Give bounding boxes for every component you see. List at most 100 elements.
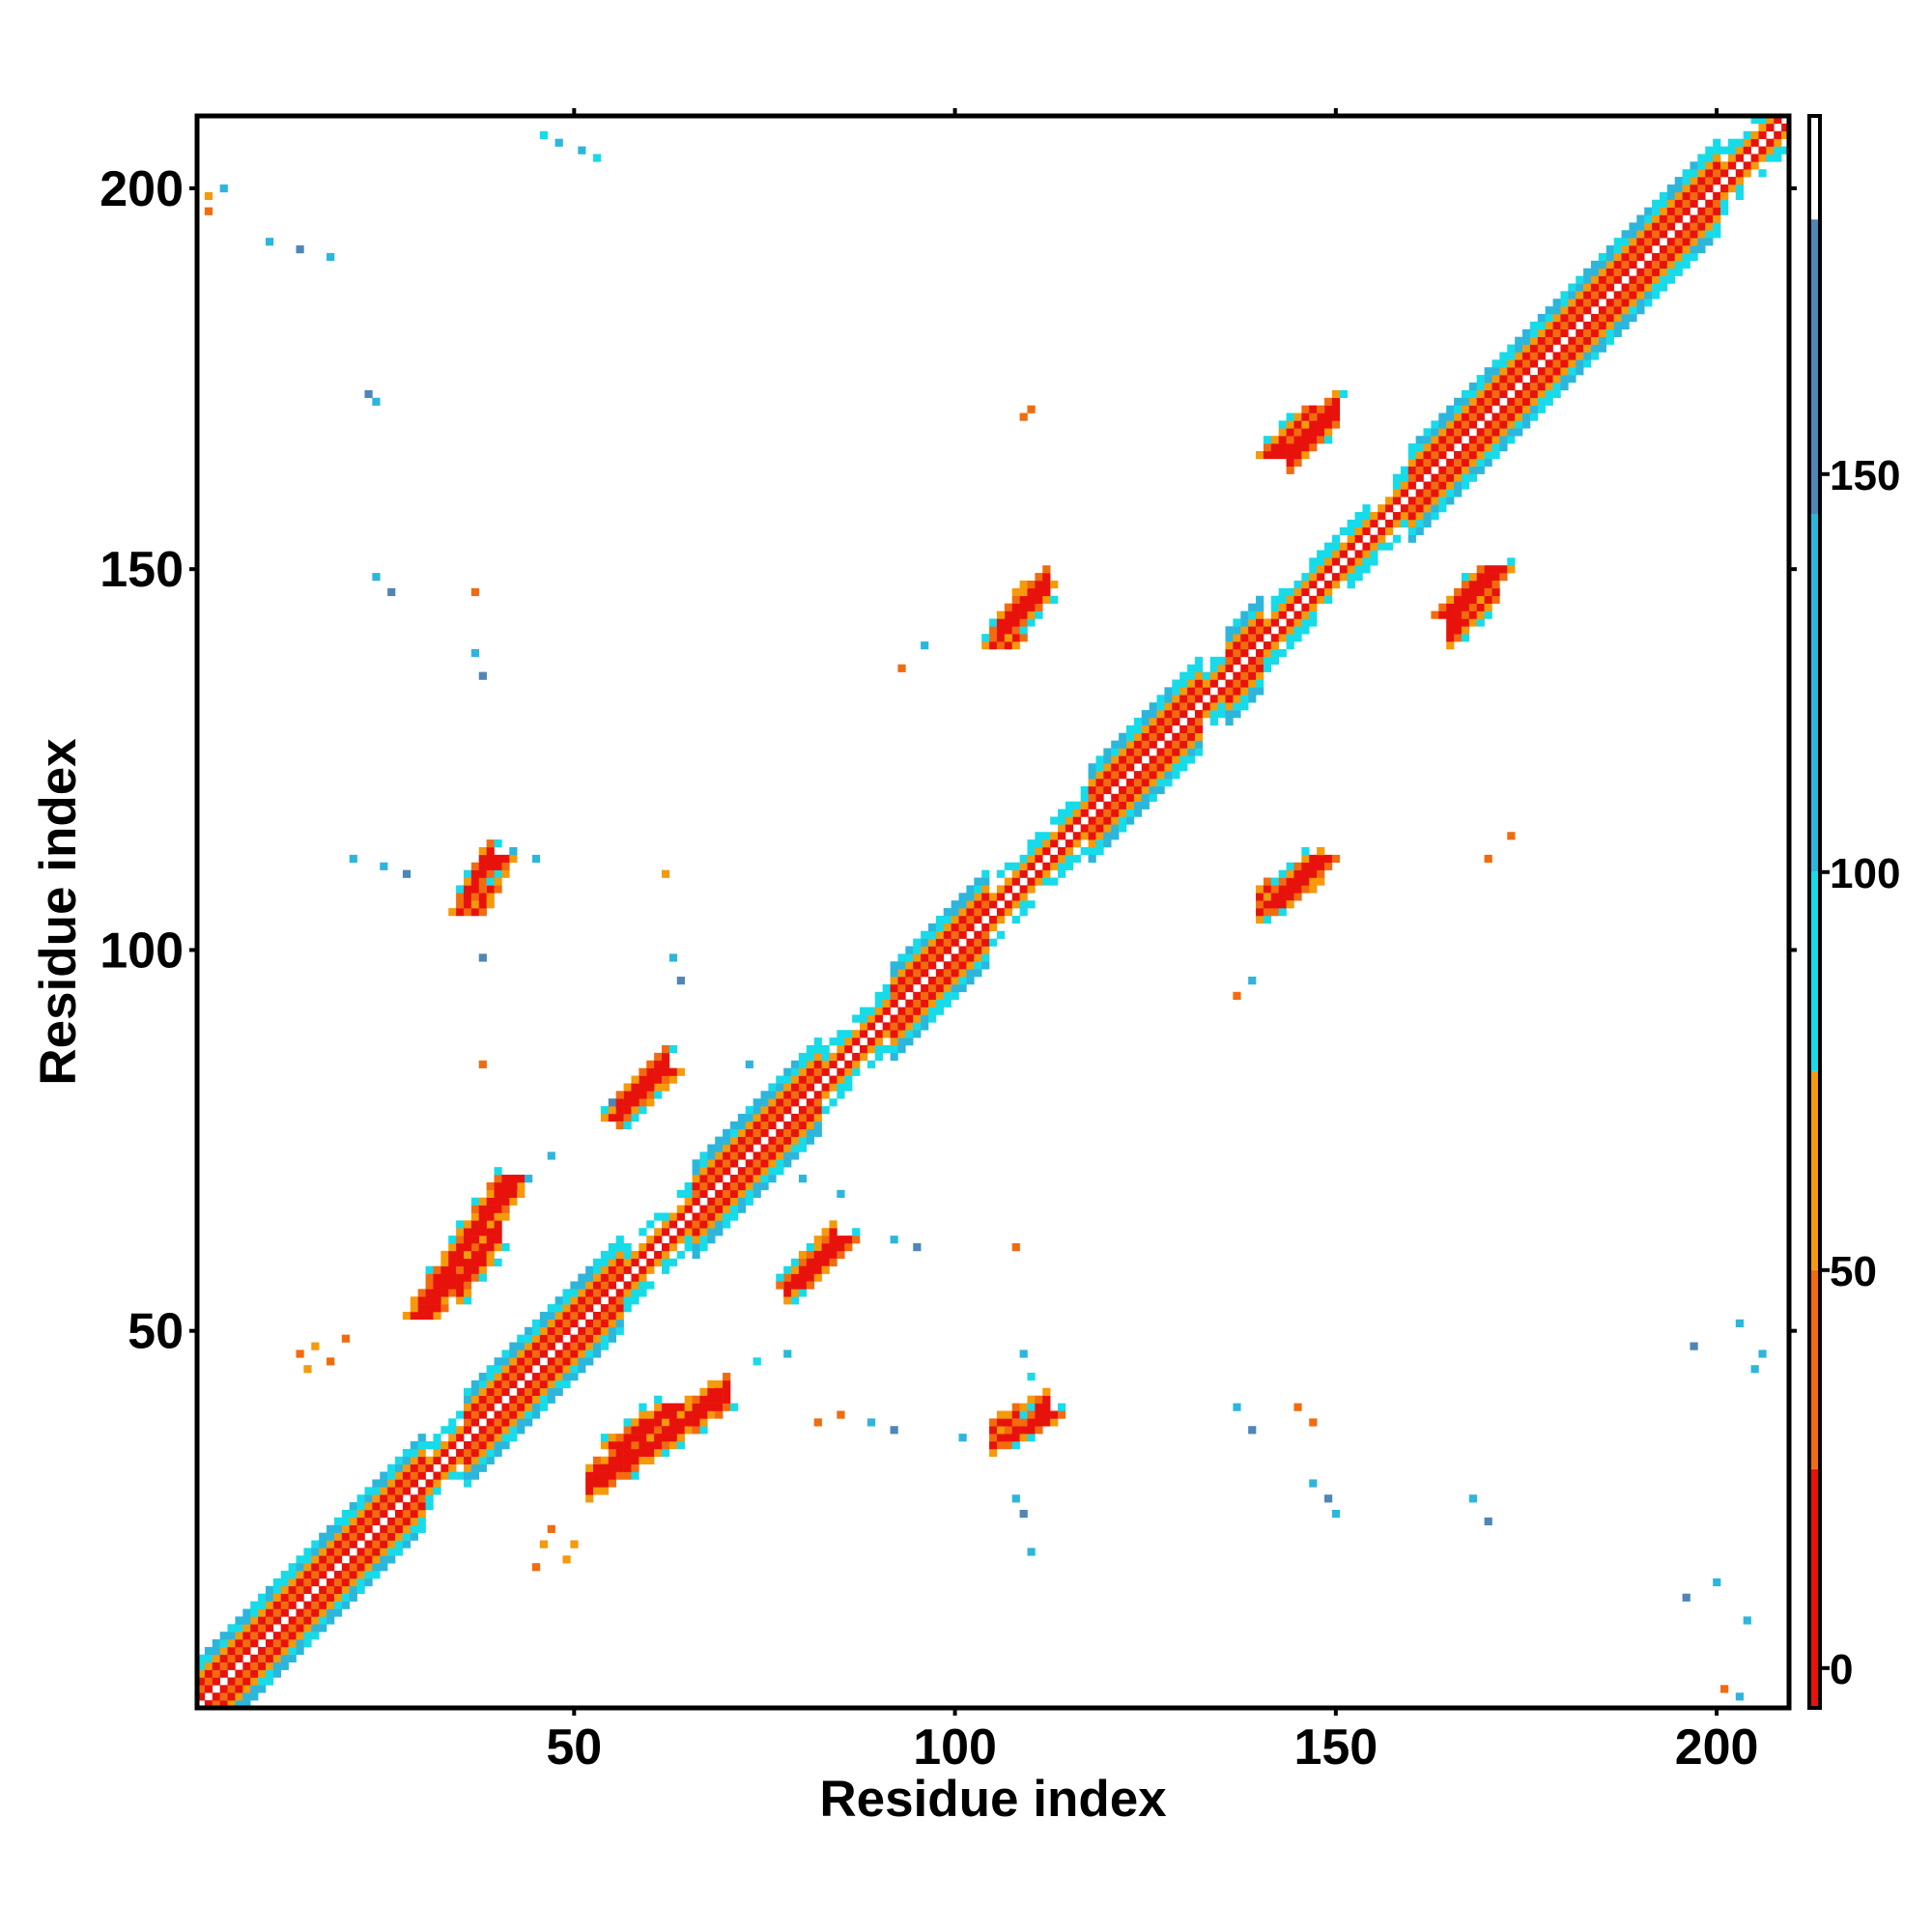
heatmap-cell bbox=[1454, 458, 1463, 468]
heatmap-cell bbox=[1659, 252, 1668, 262]
heatmap-cell bbox=[631, 1273, 639, 1282]
heatmap-cell bbox=[463, 1258, 472, 1266]
heatmap-cell bbox=[668, 953, 678, 962]
heatmap-cell bbox=[1713, 207, 1721, 215]
heatmap-cell bbox=[791, 1060, 800, 1068]
heatmap-cell bbox=[402, 1463, 412, 1472]
heatmap-cell bbox=[1240, 634, 1249, 642]
heatmap-cell bbox=[668, 1434, 678, 1442]
heatmap-cell bbox=[478, 1426, 487, 1435]
heatmap-cell bbox=[593, 1342, 602, 1350]
heatmap-cell bbox=[333, 1555, 343, 1564]
heatmap-cell bbox=[1293, 634, 1302, 642]
heatmap-cell bbox=[425, 1487, 434, 1495]
heatmap-cell bbox=[1454, 603, 1463, 611]
heatmap-cell bbox=[867, 1007, 876, 1015]
heatmap-cell bbox=[806, 1075, 814, 1084]
heatmap-cell bbox=[623, 1265, 632, 1274]
heatmap-cell bbox=[1690, 177, 1698, 185]
heatmap-cell bbox=[989, 900, 998, 909]
heatmap-cell bbox=[623, 1098, 632, 1107]
heatmap-cell bbox=[1415, 436, 1424, 444]
heatmap-cell bbox=[1004, 641, 1013, 650]
heatmap-cell bbox=[288, 1624, 297, 1633]
heatmap-cell bbox=[1270, 443, 1279, 452]
heatmap-cell bbox=[646, 1456, 655, 1464]
heatmap-cell bbox=[935, 953, 945, 962]
heatmap-cell bbox=[600, 1265, 610, 1274]
heatmap-cell bbox=[1484, 603, 1492, 611]
heatmap-cell bbox=[699, 1410, 708, 1419]
heatmap-cell bbox=[852, 1060, 861, 1068]
heatmap-cell bbox=[639, 1098, 647, 1107]
heatmap-cell bbox=[1324, 405, 1333, 413]
heatmap-cell bbox=[1492, 367, 1500, 376]
heatmap-cell bbox=[547, 1319, 555, 1328]
heatmap-cell bbox=[235, 1624, 243, 1633]
heatmap-cell bbox=[562, 1373, 571, 1381]
heatmap-cell bbox=[425, 1311, 434, 1321]
heatmap-cell bbox=[227, 1677, 236, 1686]
heatmap-cell bbox=[517, 1189, 526, 1198]
heatmap-cell bbox=[662, 1220, 670, 1229]
heatmap-cell bbox=[837, 1037, 845, 1046]
heatmap-cell bbox=[615, 1289, 624, 1297]
heatmap-cell bbox=[1309, 412, 1318, 421]
heatmap-cell bbox=[707, 1220, 716, 1229]
heatmap-cell bbox=[737, 1175, 747, 1183]
heatmap-cell bbox=[1735, 184, 1744, 193]
heatmap-cell bbox=[1133, 724, 1143, 733]
colorbar-band bbox=[1809, 116, 1820, 220]
heatmap-cell bbox=[1347, 573, 1355, 582]
heatmap-cell bbox=[1278, 869, 1287, 878]
heatmap-cell bbox=[1187, 724, 1196, 733]
heatmap-cell bbox=[486, 869, 495, 878]
heatmap-cell bbox=[1484, 382, 1492, 391]
heatmap-cell bbox=[844, 1044, 853, 1054]
heatmap-cell bbox=[1727, 177, 1737, 185]
heatmap-cell bbox=[509, 1395, 518, 1404]
heatmap-cell bbox=[996, 1410, 1006, 1419]
heatmap-cell bbox=[380, 1540, 388, 1548]
heatmap-cell bbox=[410, 1304, 418, 1313]
heatmap-cell bbox=[1103, 779, 1112, 787]
heatmap-cell bbox=[219, 1669, 228, 1678]
heatmap-cell bbox=[1720, 207, 1729, 215]
heatmap-cell bbox=[212, 1654, 220, 1662]
heatmap-cell bbox=[639, 1418, 647, 1427]
heatmap-cell bbox=[852, 1014, 861, 1023]
heatmap-cell bbox=[798, 1067, 808, 1076]
heatmap-cell bbox=[981, 938, 990, 947]
heatmap-cell bbox=[1476, 428, 1485, 437]
heatmap-cell bbox=[501, 1373, 510, 1381]
heatmap-cell bbox=[905, 983, 914, 993]
heatmap-cell bbox=[1240, 626, 1249, 635]
heatmap-cell bbox=[1476, 397, 1485, 406]
heatmap-cell bbox=[1278, 587, 1287, 597]
heatmap-cell bbox=[684, 1243, 693, 1252]
heatmap-cell bbox=[1240, 687, 1249, 696]
heatmap-cell bbox=[921, 961, 929, 970]
heatmap-cell bbox=[288, 1577, 297, 1587]
heatmap-cell bbox=[723, 1403, 731, 1411]
heatmap-cell bbox=[1217, 671, 1226, 680]
heatmap-cell bbox=[1590, 260, 1600, 270]
heatmap-cell bbox=[212, 1692, 220, 1701]
heatmap-cell bbox=[1035, 877, 1043, 886]
heatmap-cell bbox=[1400, 466, 1409, 474]
heatmap-cell bbox=[1697, 191, 1706, 201]
heatmap-cell bbox=[1088, 824, 1096, 833]
heatmap-cell bbox=[1392, 519, 1402, 528]
heatmap-cell bbox=[1735, 138, 1744, 147]
heatmap-cell bbox=[623, 1418, 632, 1427]
heatmap-cell bbox=[623, 1121, 632, 1130]
heatmap-cell bbox=[684, 1418, 693, 1427]
heatmap-cell bbox=[296, 1608, 304, 1617]
heatmap-cell bbox=[1697, 177, 1706, 185]
heatmap-cell bbox=[829, 1228, 838, 1236]
heatmap-cell bbox=[935, 977, 945, 985]
heatmap-cell bbox=[1476, 405, 1485, 413]
heatmap-cell bbox=[1187, 702, 1196, 711]
heatmap-cell bbox=[1613, 245, 1622, 254]
heatmap-cell bbox=[494, 1387, 502, 1397]
